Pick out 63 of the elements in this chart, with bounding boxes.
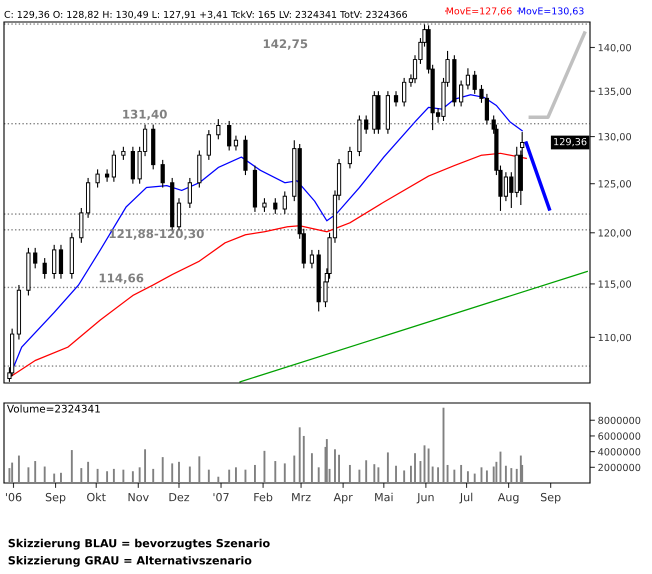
x-tick-label: Jun [416, 493, 434, 504]
candlestick [364, 114, 368, 134]
candlestick [466, 68, 470, 90]
legend-label: MovE=130,63 [518, 7, 584, 16]
x-tick-label: Feb [254, 492, 272, 502]
annotation: 129,36 [554, 138, 586, 146]
x-tick-label: '07 [214, 492, 229, 502]
candlestick [273, 198, 278, 214]
legend-label: MovE=127,66 [446, 7, 512, 16]
y-tick-label: 110,00 [598, 334, 632, 342]
text: Skizzierung GRAU = Alternativszenario [8, 556, 252, 567]
candlestick [58, 244, 64, 280]
x-tick-label: '06 [6, 492, 22, 502]
ref-line-label: 114,66 [100, 273, 144, 284]
y-tick-label: 115,00 [598, 280, 632, 289]
candlestick [33, 247, 38, 269]
y-tick-label: 6000000 [598, 432, 640, 440]
x-tick-label: Dez [169, 493, 190, 502]
candlestick [52, 244, 56, 280]
candlestick [262, 198, 267, 212]
candlestick [394, 90, 398, 107]
candlestick [216, 118, 220, 140]
ref-line-label: 131,40 [123, 110, 167, 120]
candlestick [95, 168, 100, 188]
y-tick-label: 120,00 [598, 229, 632, 238]
candlestick [402, 77, 406, 107]
chart-title: Volume=2324341 [7, 404, 100, 413]
x-tick-label: Aug [498, 493, 518, 504]
candlestick [310, 249, 314, 269]
y-tick-label: 4000000 [598, 448, 640, 456]
candlestick [227, 120, 232, 152]
candlestick [206, 130, 211, 160]
x-tick-label: Jul [459, 492, 472, 504]
ref-line-label: 142,75 [264, 39, 308, 50]
candlestick [459, 80, 464, 107]
x-tick-label: Nov [128, 493, 149, 502]
candlestick [472, 70, 477, 94]
candlestick [112, 150, 116, 182]
line-series [8, 152, 527, 378]
candlestick [234, 135, 238, 152]
candlestick [176, 198, 182, 230]
x-tick-label: Sep [46, 492, 66, 504]
y-tick-label: 8000000 [598, 416, 640, 424]
y-tick-label: 135,00 [598, 88, 632, 96]
candlestick [42, 258, 47, 280]
candlestick [348, 146, 352, 169]
x-tick-label: Apr [334, 493, 353, 504]
ref-line-label: 121,88-120,30 [110, 229, 204, 240]
x-tick-label: Mrz [292, 493, 311, 502]
y-tick-label: 125,00 [598, 180, 632, 189]
candlestick [104, 168, 110, 182]
candlestick [121, 146, 126, 160]
candlestick [188, 177, 192, 209]
y-tick-label: 130,00 [598, 133, 632, 142]
chart-title: C: 129,36 O: 128,82 H: 130,49 L: 127,91 +3,41 TckV: 165 LV: 2324341 TotV: 2324366 [4, 10, 407, 19]
x-tick-label: Sep [540, 492, 561, 504]
candlestick [282, 190, 287, 214]
candlestick [160, 159, 165, 188]
y-tick-label: 2000000 [598, 464, 640, 472]
text: Skizzierung BLAU = bevorzugtes Szenario [8, 538, 270, 550]
x-tick-label: Okt [87, 492, 106, 502]
x-tick-label: Mai [375, 492, 393, 502]
y-tick-label: 140,00 [598, 44, 632, 52]
